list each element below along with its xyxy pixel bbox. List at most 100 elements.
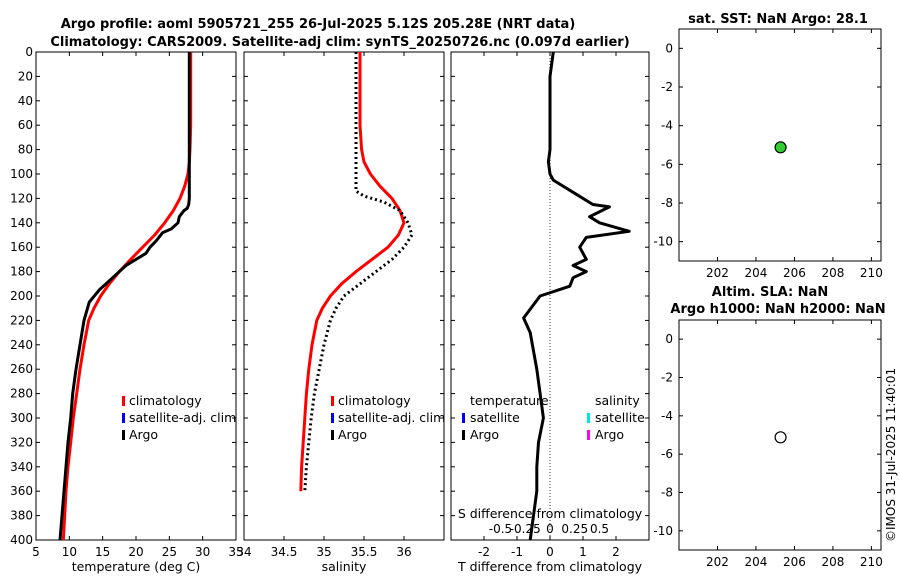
salinity-x-tick-label: 34.5: [271, 545, 298, 559]
sal-argo-line: [303, 52, 414, 492]
diff-legend-label: satellite: [595, 410, 645, 425]
temperature-y-tick-label: 260: [10, 362, 33, 376]
diff-t-argo-line: [522, 51, 631, 541]
diff-s-tick-label: -0.5: [489, 522, 512, 536]
temperature-y-tick-label: 160: [10, 240, 33, 254]
salinity-panel: 34 34.5 35 35.5 36 salinity climatology satelli…: [236, 51, 445, 574]
temperature-y-tick-label: 360: [10, 484, 33, 498]
sst-map-panel: 202 204 206 208 210 0 -2 -4 -6 -8 -10 sat. SST: NaN…: [653, 12, 882, 280]
sla-map-title-line1: Altim. SLA: NaN: [712, 285, 828, 300]
temperature-y-tick-label: 200: [10, 289, 33, 303]
temp-legend-swatch: [122, 430, 125, 440]
temperature-y-tick-label: 180: [10, 265, 33, 279]
temperature-y-tick-label: 120: [10, 191, 33, 205]
salinity-x-tick-label: 34: [236, 545, 251, 559]
temperature-x-axis-label: temperature (deg C): [72, 559, 201, 574]
salinity-axes-box: [243, 51, 445, 541]
difference-x-tick-label: 0: [546, 545, 554, 559]
sla_map-y-tick-label: -6: [661, 447, 673, 461]
diff-legend-title-salinity: salinity: [595, 393, 640, 408]
salinity-x-tick-label: 35: [316, 545, 331, 559]
temperature-y-tick-label: 20: [18, 69, 33, 83]
temperature-y-tick-label: 400: [10, 533, 33, 547]
temperature-x-tick-label: 5: [32, 545, 40, 559]
temperature-x-tick-label: 30: [195, 545, 210, 559]
figure-title-line2: Climatology: CARS2009. Satellite-adj cli…: [50, 35, 629, 50]
temperature-x-tick-label: 15: [95, 545, 110, 559]
sla-map-panel: 202 204 206 208 210 0 -2 -4 -6 -8 -10 Altim. SLA: N…: [653, 285, 885, 569]
diff-legend-swatch: [462, 413, 465, 423]
sst_map-x-tick-label: 206: [783, 266, 806, 280]
temperature-x-tick-label: 10: [62, 545, 77, 559]
temp-legend-label: satellite-adj. clim: [129, 410, 236, 425]
sla_map-y-tick-label: -2: [661, 371, 673, 385]
diff-s-tick-label: -0.25: [510, 522, 541, 536]
sst-map-title: sat. SST: NaN Argo: 28.1: [688, 12, 868, 27]
salinity-x-tick-label: 35.5: [351, 545, 378, 559]
diff-legend-title-temperature: temperature: [470, 393, 549, 408]
sla_map-x-tick-label: 202: [706, 555, 729, 569]
difference-x-axis-label: T difference from climatology: [457, 559, 643, 574]
temperature-y-tick-label: 140: [10, 216, 33, 230]
sal-climatology-line: [299, 52, 406, 492]
temperature-y-tick-label: 60: [18, 118, 33, 132]
sal-legend-label: satellite-adj. clim: [338, 410, 445, 425]
temp-legend-swatch: [122, 396, 125, 406]
sst_map-y-tick-label: -4: [661, 119, 673, 133]
temperature-y-tick-label: 0: [25, 45, 33, 59]
temperature-y-tick-label: 80: [18, 143, 33, 157]
sst_map-y-tick-label: -2: [661, 80, 673, 94]
salinity-x-axis-label: salinity: [322, 559, 367, 574]
diff-legend-swatch: [462, 430, 465, 440]
temp-legend-label: climatology: [129, 393, 202, 408]
sal-legend-label: Argo: [338, 427, 367, 442]
diff-s-tick-label: 0.25: [561, 522, 588, 536]
sal-legend-swatch: [331, 413, 334, 423]
temperature-x-tick-label: 25: [162, 545, 177, 559]
temperature-y-tick-label: 220: [10, 313, 33, 327]
sla-map-title-line2: Argo h1000: NaN h2000: NaN: [670, 302, 885, 317]
salinity-x-tick-label: 36: [396, 545, 411, 559]
difference-x-tick-label: -2: [478, 545, 490, 559]
temp-argo-line: [58, 52, 191, 541]
sst_map-y-tick-label: -6: [661, 157, 673, 171]
figure-title-line1: Argo profile: aoml 5905721_255 26-Jul-20…: [61, 17, 576, 32]
sst_map-x-tick-label: 210: [860, 266, 883, 280]
temperature-y-tick-label: 240: [10, 338, 33, 352]
temperature-y-tick-label: 300: [10, 411, 33, 425]
diff-legend-swatch: [587, 430, 590, 440]
sst_map-x-tick-label: 208: [821, 266, 844, 280]
sst_map-y-tick-label: -8: [661, 196, 673, 210]
difference-x-tick-label: -1: [511, 545, 523, 559]
temperature-x-tick-label: 20: [128, 545, 143, 559]
sla_map-y-tick-label: -10: [653, 524, 673, 538]
sla_map-x-tick-label: 206: [783, 555, 806, 569]
temperature-y-tick-label: 280: [10, 387, 33, 401]
diff-legend-label: Argo: [470, 427, 499, 442]
sal-legend-label: climatology: [338, 393, 411, 408]
sla_map-argo-position-marker: [774, 431, 787, 444]
temperature-panel: 5 10 15 20 25 30 35 0 20 40 60 80 100 120 140 160 180 200…: [10, 45, 244, 574]
temperature-y-tick-label: 380: [10, 509, 33, 523]
sst_map-y-tick-label: 0: [665, 41, 673, 55]
temp-legend-label: Argo: [129, 427, 158, 442]
sal-legend-swatch: [331, 396, 334, 406]
sst_map-x-tick-label: 202: [706, 266, 729, 280]
sst_map-x-tick-label: 204: [744, 266, 767, 280]
sal-legend-swatch: [331, 430, 334, 440]
diff-legend-label: Argo: [595, 427, 624, 442]
imos-timestamp-label: ©IMOS 31-Jul-2025 11:40:01: [884, 368, 898, 542]
difference-x-tick-label: 1: [579, 545, 587, 559]
temperature-y-tick-label: 320: [10, 435, 33, 449]
diff-s-tick-label: 0.5: [590, 522, 609, 536]
sst_map-argo-position-marker: [774, 141, 787, 154]
diff-legend-label: satellite: [470, 410, 520, 425]
diff-s-tick-label: 0: [546, 522, 554, 536]
temperature-y-tick-label: 340: [10, 460, 33, 474]
sla_map-y-tick-label: -4: [661, 409, 673, 423]
sla_map-x-tick-label: 204: [744, 555, 767, 569]
temperature-x-tick-label: 35: [228, 545, 243, 559]
sla_map-x-tick-label: 210: [860, 555, 883, 569]
temp-legend-swatch: [122, 413, 125, 423]
